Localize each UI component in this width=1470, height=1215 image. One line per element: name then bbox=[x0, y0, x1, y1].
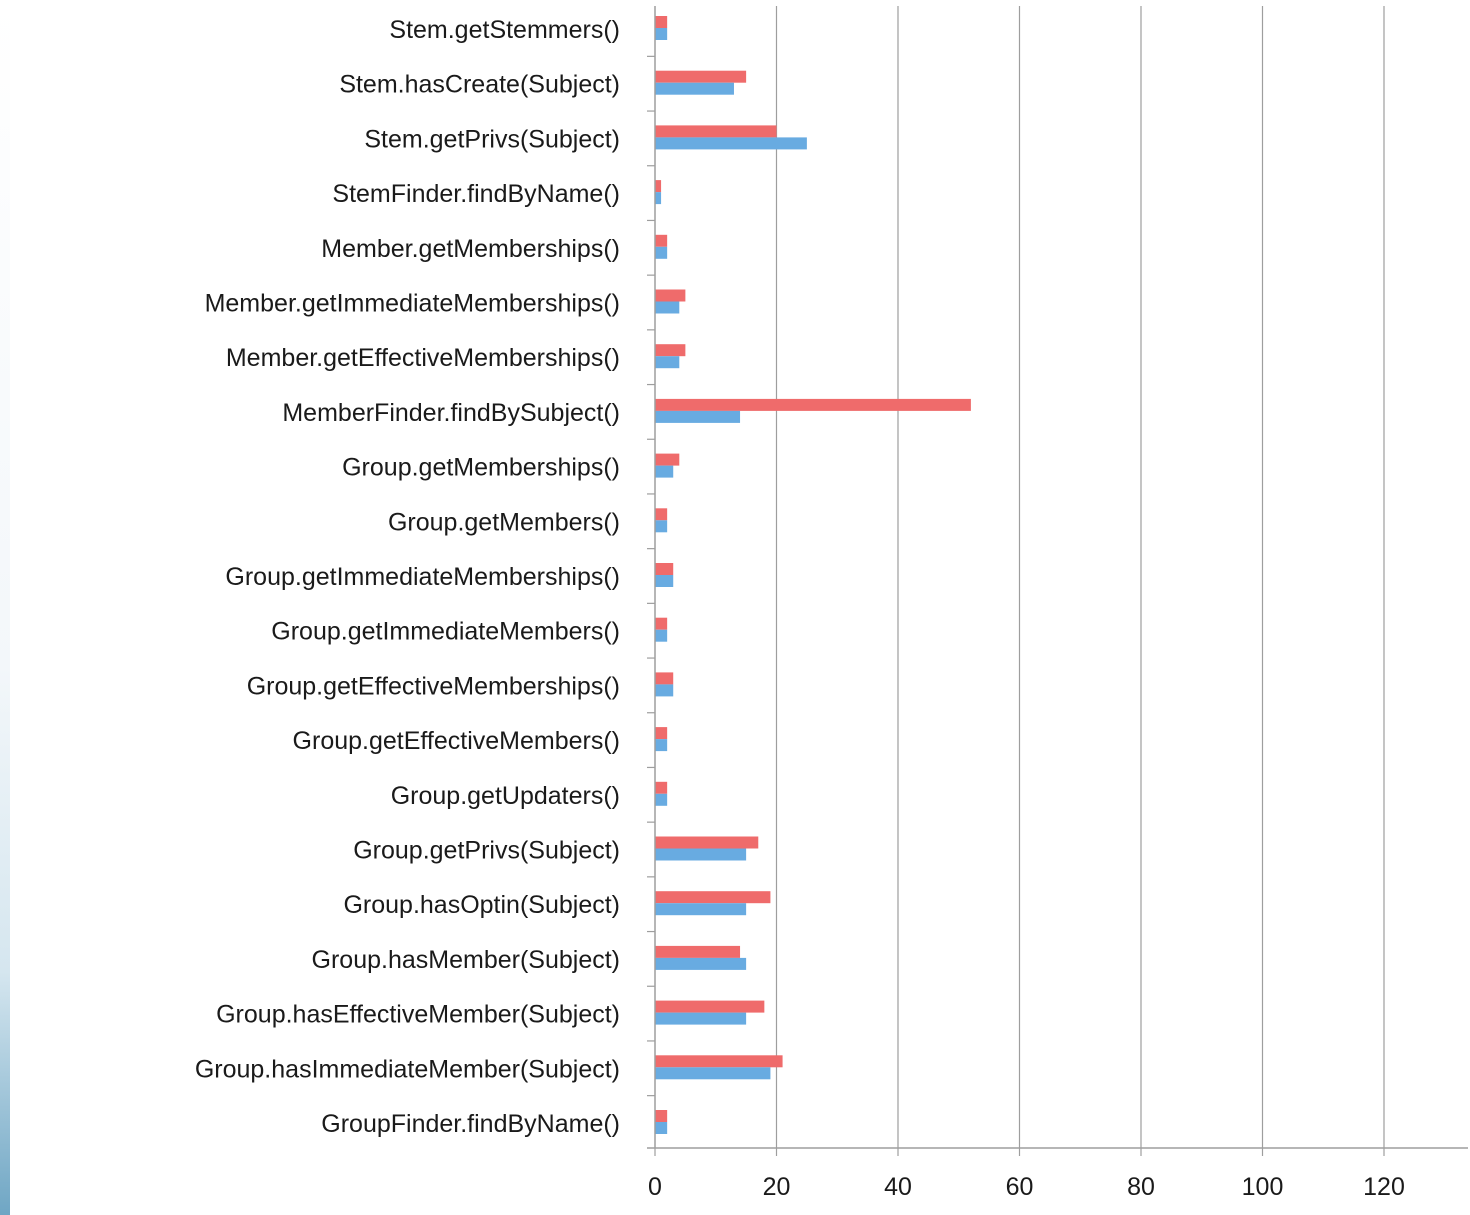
category-label-14: Group.getEffectiveMembers() bbox=[293, 727, 620, 755]
category-label-15: Group.getUpdaters() bbox=[391, 782, 620, 810]
x-tick-label-60: 60 bbox=[1006, 1173, 1034, 1201]
bar-series1-18 bbox=[655, 945, 741, 958]
bar-series1-8 bbox=[655, 398, 971, 411]
bar-series1-12 bbox=[655, 617, 668, 630]
x-tick-label-100: 100 bbox=[1242, 1173, 1284, 1201]
bar-series1-17 bbox=[655, 891, 771, 904]
bar-series1-6 bbox=[655, 289, 686, 302]
bar-series1-4 bbox=[655, 180, 662, 193]
category-label-12: Group.getImmediateMembers() bbox=[271, 618, 620, 646]
bar-series2-7 bbox=[655, 356, 680, 369]
category-label-4: StemFinder.findByName() bbox=[332, 180, 620, 208]
category-label-5: Member.getMemberships() bbox=[321, 235, 620, 263]
category-labels: Stem.getStemmers() Stem.hasCreate(Subject… bbox=[195, 16, 620, 1138]
bar-series1-13 bbox=[655, 672, 674, 685]
bar-series1-9 bbox=[655, 453, 680, 466]
bar-series1-10 bbox=[655, 508, 668, 521]
bar-series2-5 bbox=[655, 246, 668, 259]
x-tick-label-0: 0 bbox=[648, 1173, 662, 1201]
bar-series1-5 bbox=[655, 234, 668, 247]
category-label-7: Member.getEffectiveMemberships() bbox=[226, 344, 620, 372]
bar-series1-15 bbox=[655, 781, 668, 794]
bar-series1-21 bbox=[655, 1110, 668, 1122]
category-label-8: MemberFinder.findBySubject() bbox=[282, 399, 620, 427]
bar-series2-10 bbox=[655, 520, 668, 533]
window-edge-decoration bbox=[0, 0, 10, 1215]
bar-series2-15 bbox=[655, 793, 668, 806]
bar-series1-11 bbox=[655, 563, 674, 575]
bar-series2-2 bbox=[655, 82, 734, 95]
bar-series2-20 bbox=[655, 1067, 771, 1080]
bar-series2-17 bbox=[655, 903, 747, 916]
category-label-1: Stem.getStemmers() bbox=[389, 16, 620, 44]
bar-series2-4 bbox=[655, 192, 662, 205]
category-label-18: Group.hasMember(Subject) bbox=[312, 946, 620, 974]
bar-series1-1 bbox=[655, 16, 668, 28]
category-label-19: Group.hasEffectiveMember(Subject) bbox=[216, 1001, 620, 1029]
bar-series2-12 bbox=[655, 629, 668, 642]
category-label-3: Stem.getPrivs(Subject) bbox=[364, 125, 620, 153]
bar-series2-3 bbox=[655, 137, 807, 150]
category-label-10: Group.getMembers() bbox=[388, 508, 620, 536]
bar-series2-6 bbox=[655, 301, 680, 314]
bar-series1-14 bbox=[655, 727, 668, 740]
bar-series2-14 bbox=[655, 739, 668, 752]
category-label-16: Group.getPrivs(Subject) bbox=[353, 837, 620, 865]
bar-series2-18 bbox=[655, 957, 747, 970]
bar-series2-11 bbox=[655, 575, 674, 587]
category-label-2: Stem.hasCreate(Subject) bbox=[339, 71, 620, 99]
tick-labels: 0 20 40 60 80 100 120 bbox=[648, 1173, 1405, 1201]
bar-series2-21 bbox=[655, 1122, 668, 1134]
bar-series1-3 bbox=[655, 125, 777, 138]
bars bbox=[655, 16, 971, 1134]
gridlines bbox=[775, 6, 1385, 1148]
bar-series2-1 bbox=[655, 28, 668, 40]
bar-series2-9 bbox=[655, 465, 674, 478]
bar-series1-2 bbox=[655, 70, 747, 83]
category-label-6: Member.getImmediateMemberships() bbox=[205, 290, 620, 318]
x-tick-label-120: 120 bbox=[1363, 1173, 1405, 1201]
category-label-9: Group.getMemberships() bbox=[342, 454, 620, 482]
bar-series1-16 bbox=[655, 836, 759, 849]
bar-series2-16 bbox=[655, 848, 747, 861]
bar-series1-7 bbox=[655, 344, 686, 357]
category-label-11: Group.getImmediateMemberships() bbox=[225, 563, 620, 591]
bar-series2-8 bbox=[655, 410, 741, 423]
bar-series1-20 bbox=[655, 1055, 783, 1068]
axes bbox=[647, 6, 1468, 1156]
bar-series1-19 bbox=[655, 1000, 765, 1013]
category-label-20: Group.hasImmediateMember(Subject) bbox=[195, 1055, 620, 1083]
bar-series2-19 bbox=[655, 1012, 747, 1025]
x-tick-label-80: 80 bbox=[1127, 1173, 1155, 1201]
category-label-17: Group.hasOptin(Subject) bbox=[343, 891, 620, 919]
x-tick-label-40: 40 bbox=[884, 1173, 912, 1201]
category-label-21: GroupFinder.findByName() bbox=[321, 1110, 620, 1138]
bar-series2-13 bbox=[655, 684, 674, 697]
category-label-13: Group.getEffectiveMemberships() bbox=[247, 672, 620, 700]
x-tick-label-20: 20 bbox=[763, 1173, 791, 1201]
